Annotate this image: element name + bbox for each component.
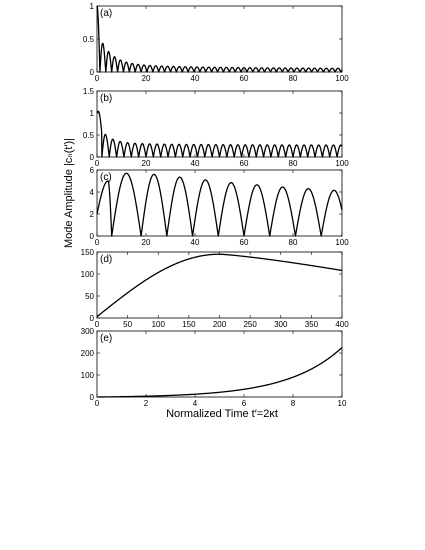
series-line <box>96 110 343 158</box>
x-tick-label: 40 <box>191 238 200 247</box>
y-tick-label: 300 <box>81 327 95 336</box>
x-tick-label: 40 <box>191 74 200 83</box>
series-line <box>96 253 343 318</box>
y-tick-label: 0 <box>90 393 95 402</box>
x-tick-label: 20 <box>142 74 151 83</box>
y-tick-label: 100 <box>81 270 95 279</box>
x-tick-label: 10 <box>338 399 347 408</box>
x-tick-label: 100 <box>335 74 349 83</box>
panel-label: (a) <box>100 8 112 19</box>
x-tick-label: 250 <box>243 320 257 329</box>
x-tick-label: 40 <box>191 159 200 168</box>
y-tick-label: 150 <box>81 248 95 257</box>
x-tick-label: 20 <box>142 159 151 168</box>
y-tick-label: 1 <box>90 109 95 118</box>
x-tick-label: 80 <box>289 159 298 168</box>
y-tick-label: 0.5 <box>83 131 95 140</box>
y-axis-label: Mode Amplitude |cₙ(t′)| <box>63 138 75 248</box>
x-tick-label: 200 <box>213 320 227 329</box>
panel-label: (b) <box>100 93 112 104</box>
y-tick-label: 4 <box>90 188 95 197</box>
plot-frame <box>96 169 343 237</box>
y-tick-label: 2 <box>90 210 95 219</box>
x-tick-label: 4 <box>193 399 198 408</box>
x-tick-label: 300 <box>274 320 288 329</box>
x-tick-label: 400 <box>335 320 349 329</box>
panel-c: 0 20 40 60 80 100 0 2 4 6 (c) <box>90 166 350 247</box>
x-tick-label: 20 <box>142 238 151 247</box>
x-tick-label: 80 <box>289 238 298 247</box>
y-tick-label: 0 <box>90 68 95 77</box>
series-line <box>96 347 343 398</box>
panel-label: (e) <box>100 333 112 344</box>
plot-frame <box>96 251 343 319</box>
x-tick-label: 6 <box>242 399 247 408</box>
panel-a: 0 20 40 60 80 100 0 0.5 1 (a) <box>83 2 349 83</box>
x-tick-label: 0 <box>95 159 100 168</box>
x-tick-label: 100 <box>335 238 349 247</box>
y-tick-label: 100 <box>81 371 95 380</box>
x-tick-label: 2 <box>144 399 149 408</box>
x-tick-label: 0 <box>95 320 100 329</box>
y-tick-label: 0 <box>90 153 95 162</box>
series-line <box>96 5 343 73</box>
y-tick-label: 0.5 <box>83 35 95 44</box>
y-tick-label: 50 <box>85 292 94 301</box>
y-tick-label: 1 <box>90 2 95 11</box>
y-tick-label: 6 <box>90 166 95 175</box>
panel-d: 0 50 100 150 200 250 300 350 400 0 50 100 150 (d) <box>81 248 350 329</box>
x-tick-label: 8 <box>291 399 296 408</box>
panel-b: 0 20 40 60 80 100 0 0.5 1 1.5 (b) <box>83 87 349 168</box>
x-tick-label: 50 <box>123 320 132 329</box>
x-tick-label: 0 <box>95 238 100 247</box>
x-tick-label: 60 <box>240 159 249 168</box>
x-tick-label: 350 <box>305 320 319 329</box>
y-tick-label: 0 <box>90 314 95 323</box>
y-tick-label: 1.5 <box>83 87 95 96</box>
x-tick-label: 80 <box>289 74 298 83</box>
x-tick-label: 60 <box>240 74 249 83</box>
plot-frame <box>96 330 343 398</box>
y-tick-label: 0 <box>90 232 95 241</box>
x-tick-label: 60 <box>240 238 249 247</box>
panel-label: (d) <box>100 254 112 265</box>
y-tick-label: 200 <box>81 349 95 358</box>
series-line <box>96 172 343 237</box>
x-axis-label: Normalized Time t′=2κt <box>166 408 278 420</box>
x-tick-label: 0 <box>95 399 100 408</box>
plot-frame <box>96 5 343 73</box>
x-tick-label: 100 <box>152 320 166 329</box>
x-tick-label: 0 <box>95 74 100 83</box>
x-tick-label: 100 <box>335 159 349 168</box>
x-tick-label: 150 <box>182 320 196 329</box>
panel-label: (c) <box>100 172 112 183</box>
